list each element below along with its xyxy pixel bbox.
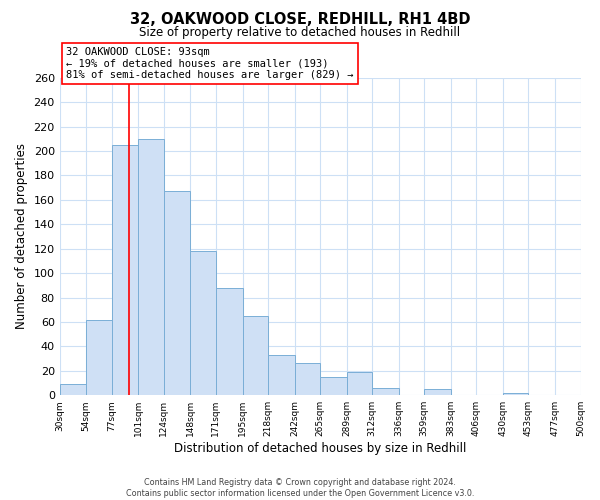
Text: Size of property relative to detached houses in Redhill: Size of property relative to detached ho… — [139, 26, 461, 39]
Bar — [86, 320, 112, 395]
Text: Contains HM Land Registry data © Crown copyright and database right 2024.
Contai: Contains HM Land Registry data © Crown c… — [126, 478, 474, 498]
Bar — [216, 288, 242, 395]
X-axis label: Distribution of detached houses by size in Redhill: Distribution of detached houses by size … — [174, 442, 466, 455]
Bar — [242, 316, 268, 395]
Text: 32 OAKWOOD CLOSE: 93sqm
← 19% of detached houses are smaller (193)
81% of semi-d: 32 OAKWOOD CLOSE: 93sqm ← 19% of detache… — [67, 47, 354, 80]
Text: 32, OAKWOOD CLOSE, REDHILL, RH1 4BD: 32, OAKWOOD CLOSE, REDHILL, RH1 4BD — [130, 12, 470, 28]
Bar — [295, 364, 320, 395]
Bar — [139, 139, 164, 395]
Y-axis label: Number of detached properties: Number of detached properties — [15, 144, 28, 330]
Bar — [347, 372, 372, 395]
Bar — [503, 393, 529, 395]
Bar — [164, 192, 190, 395]
Bar — [424, 389, 451, 395]
Bar — [112, 145, 139, 395]
Bar — [372, 388, 399, 395]
Bar — [190, 251, 216, 395]
Bar — [268, 355, 295, 395]
Bar — [320, 377, 347, 395]
Bar — [59, 384, 86, 395]
